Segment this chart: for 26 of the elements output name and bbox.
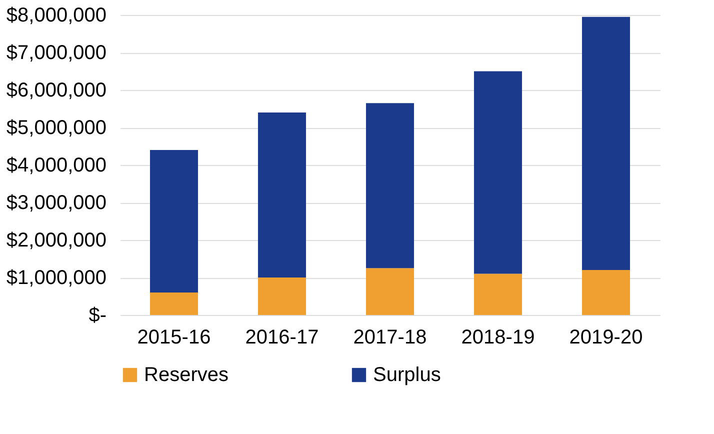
y-tick-label: $5,000,000 xyxy=(6,117,106,139)
legend-label: Reserves xyxy=(144,364,228,386)
bar xyxy=(150,150,198,292)
y-tick-label: $6,000,000 xyxy=(6,80,106,102)
y-tick-label: $2,000,000 xyxy=(6,230,106,252)
bar xyxy=(258,278,306,315)
y-tick-label: $7,000,000 xyxy=(6,42,106,64)
bar xyxy=(582,270,630,315)
bar xyxy=(582,16,630,270)
y-tick-label: $8,000,000 xyxy=(6,4,106,26)
x-tick-label: 2015-16 xyxy=(137,326,211,348)
x-tick-label: 2016-17 xyxy=(245,326,319,348)
y-tick-label: $3,000,000 xyxy=(6,192,106,214)
bar xyxy=(150,292,198,315)
bar xyxy=(366,103,414,268)
y-tick-label: $4,000,000 xyxy=(6,154,106,176)
x-tick-label: 2017-18 xyxy=(353,326,427,348)
bar xyxy=(474,274,522,315)
y-tick-label: $1,000,000 xyxy=(6,267,106,289)
y-tick-label: $- xyxy=(88,304,106,326)
bar xyxy=(474,71,522,274)
bar xyxy=(366,268,414,315)
bar xyxy=(258,112,306,278)
x-tick-label: 2018-19 xyxy=(461,326,535,348)
legend-label: Surplus xyxy=(373,364,441,386)
x-tick-label: 2019-20 xyxy=(569,326,643,348)
